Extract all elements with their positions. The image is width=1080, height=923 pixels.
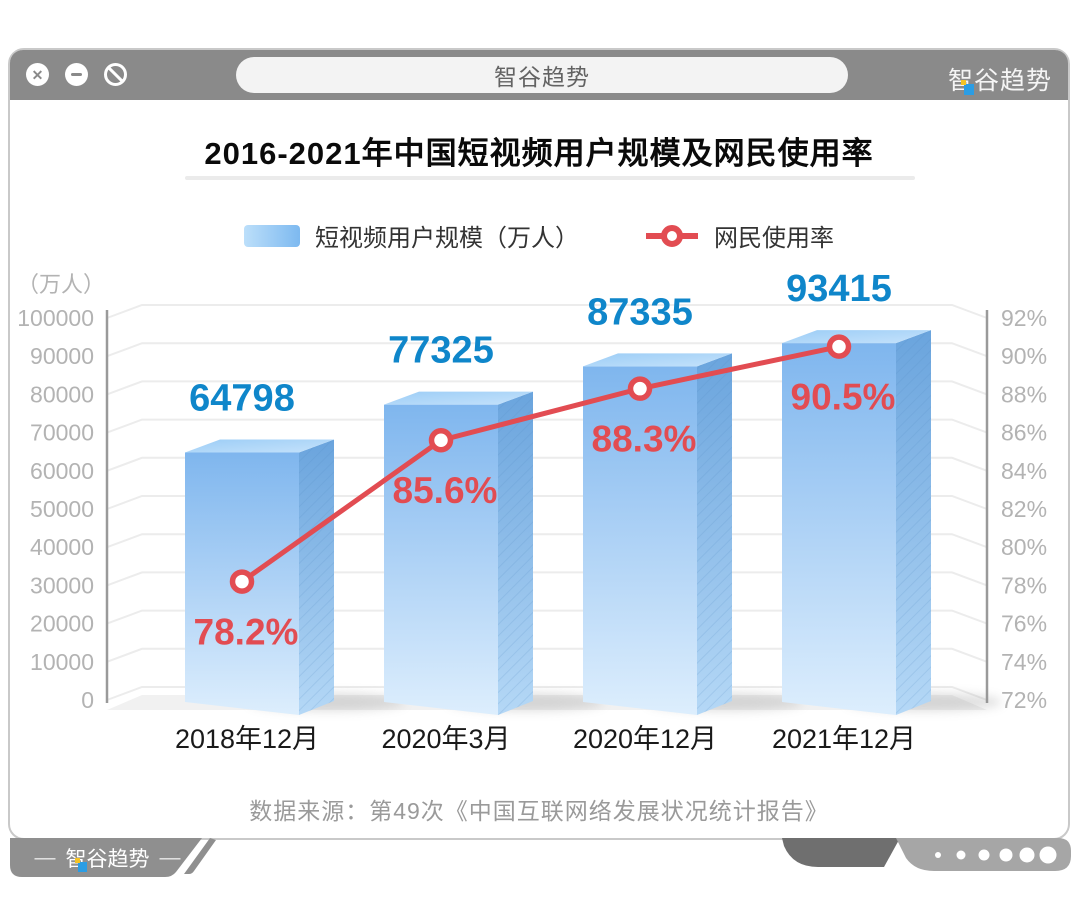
logo-accent-icon: [74, 858, 87, 872]
tick-label-left: 90000: [30, 343, 94, 369]
title-underline: [185, 176, 915, 180]
tick-label-right: 90%: [1001, 343, 1047, 369]
tick-label-left: 100000: [17, 305, 94, 331]
chart-title: 2016-2021年中国短视频用户规模及网民使用率: [204, 136, 874, 171]
x-axis-label: 2020年12月: [573, 724, 717, 754]
bar-side-hatch: [498, 391, 533, 715]
x-axis-label: 2020年3月: [381, 724, 510, 754]
legend-item-bar: 短视频用户规模（万人）: [244, 218, 579, 253]
tick-label-right: 84%: [1001, 458, 1047, 484]
grid-line: [106, 342, 988, 358]
usage-rate-label: 90.5%: [791, 377, 896, 418]
bar-front-face: [384, 404, 498, 715]
tick-label-left: 20000: [30, 611, 94, 637]
minimize-icon: [71, 73, 82, 76]
legend: 短视频用户规模（万人） 网民使用率: [10, 218, 1068, 253]
legend-line-label: 网民使用率: [714, 225, 834, 252]
logo-accent-icon: [960, 80, 974, 95]
tick-label-right: 88%: [1001, 381, 1047, 407]
tick-label-left: 70000: [30, 420, 94, 446]
bar-value-label: 64798: [189, 377, 295, 419]
close-button[interactable]: ✕: [26, 63, 49, 86]
legend-bar-swatch-icon: [244, 224, 300, 247]
grid-line: [106, 418, 988, 434]
usage-rate-label: 85.6%: [393, 470, 498, 511]
tick-label-left: 80000: [30, 381, 94, 407]
x-axis-label: 2018年12月: [175, 724, 319, 754]
usage-rate-line: [240, 344, 840, 584]
tick-label-right: 80%: [1001, 534, 1047, 560]
bar-value-label: 77325: [388, 330, 494, 372]
titlebar: ✕ 智谷趋势 智谷趋势: [10, 50, 1068, 100]
grid-line: [106, 495, 988, 510]
footer-dash-right: —: [159, 846, 181, 869]
footer-dash-left: —: [34, 846, 56, 869]
grid-line: [106, 533, 988, 549]
tick-label-right: 92%: [1001, 305, 1047, 331]
footer-tab-fold: [184, 838, 216, 874]
footer-tab: [10, 838, 202, 877]
x-axis-label: 2021年12月: [772, 724, 916, 754]
bar-value-label: 87335: [587, 291, 693, 333]
tick-label-left: 10000: [30, 649, 94, 675]
grid-line: [106, 609, 988, 625]
bar-top-face: [782, 330, 931, 344]
grid-line: [106, 647, 988, 663]
bar-side-hatch: [697, 353, 732, 715]
usage-rate-label: 78.2%: [194, 612, 299, 653]
titlebar-title: 智谷趋势: [494, 64, 590, 90]
bar-side-hatch: [896, 330, 931, 715]
footer-dark-ribbon: [782, 838, 900, 867]
footer-logo-text: 智谷趋势: [66, 843, 150, 873]
bar-value-label: 93415: [786, 268, 892, 310]
legend-line-marker-icon: [646, 224, 698, 247]
tick-label-right: 76%: [1001, 611, 1047, 637]
close-icon: ✕: [31, 66, 44, 83]
grid-line: [106, 380, 988, 396]
bar-front-face: [782, 343, 896, 715]
grid-line: [106, 304, 988, 319]
app-window: ✕ 智谷趋势 智谷趋势 2016-2021年中国短视频用户规模及网民使用率 短视…: [8, 48, 1070, 840]
block-button[interactable]: [104, 63, 127, 86]
footer-decoration: [10, 838, 1071, 877]
legend-item-line: 网民使用率: [645, 218, 834, 253]
logo-rest: 谷趋势: [973, 67, 1052, 95]
logo-first-char: 智: [948, 61, 974, 97]
bar-top-face: [384, 391, 533, 405]
titlebar-logo: 智谷趋势: [948, 61, 1052, 97]
usage-rate-marker: [229, 569, 255, 594]
bar-top-face: [185, 439, 334, 453]
grid-line: [106, 456, 988, 472]
titlebar-pill[interactable]: 智谷趋势: [236, 57, 848, 93]
tick-label-left: 40000: [30, 534, 94, 560]
tick-label-right: 78%: [1001, 572, 1047, 598]
tick-label-left: 60000: [30, 458, 94, 484]
usage-rate-label: 88.3%: [592, 419, 697, 460]
legend-bar-label: 短视频用户规模（万人）: [315, 225, 579, 252]
bar-top-face: [583, 353, 732, 367]
left-axis-unit: （万人）: [17, 272, 105, 297]
tick-label-right: 82%: [1001, 496, 1047, 522]
usage-rate-marker: [627, 376, 653, 401]
tick-label-left: 0: [81, 687, 94, 713]
tick-label-left: 50000: [30, 496, 94, 522]
footer-dots: [935, 846, 1057, 864]
usage-rate-marker: [826, 334, 852, 359]
bar-front-face: [583, 366, 697, 715]
tick-label-left: 30000: [30, 572, 94, 598]
window-controls: ✕: [26, 63, 127, 86]
tick-label-right: 74%: [1001, 649, 1047, 675]
content-area: 2016-2021年中国短视频用户规模及网民使用率 短视频用户规模（万人） 网民…: [10, 100, 1068, 840]
grid-line: [106, 686, 988, 701]
chart-svg: 1000009000080000700006000050000400003000…: [17, 268, 1047, 754]
grid-line: [106, 571, 988, 587]
tick-label-right: 86%: [1001, 420, 1047, 446]
bar-side-hatch: [299, 439, 334, 715]
usage-rate-marker: [428, 427, 454, 453]
source-text: 数据来源：第49次《中国互联网络发展状况统计报告》: [249, 798, 829, 824]
footer-logo: — 智谷趋势 —: [10, 840, 205, 876]
minimize-button[interactable]: [65, 63, 88, 86]
tick-label-right: 72%: [1001, 687, 1047, 713]
